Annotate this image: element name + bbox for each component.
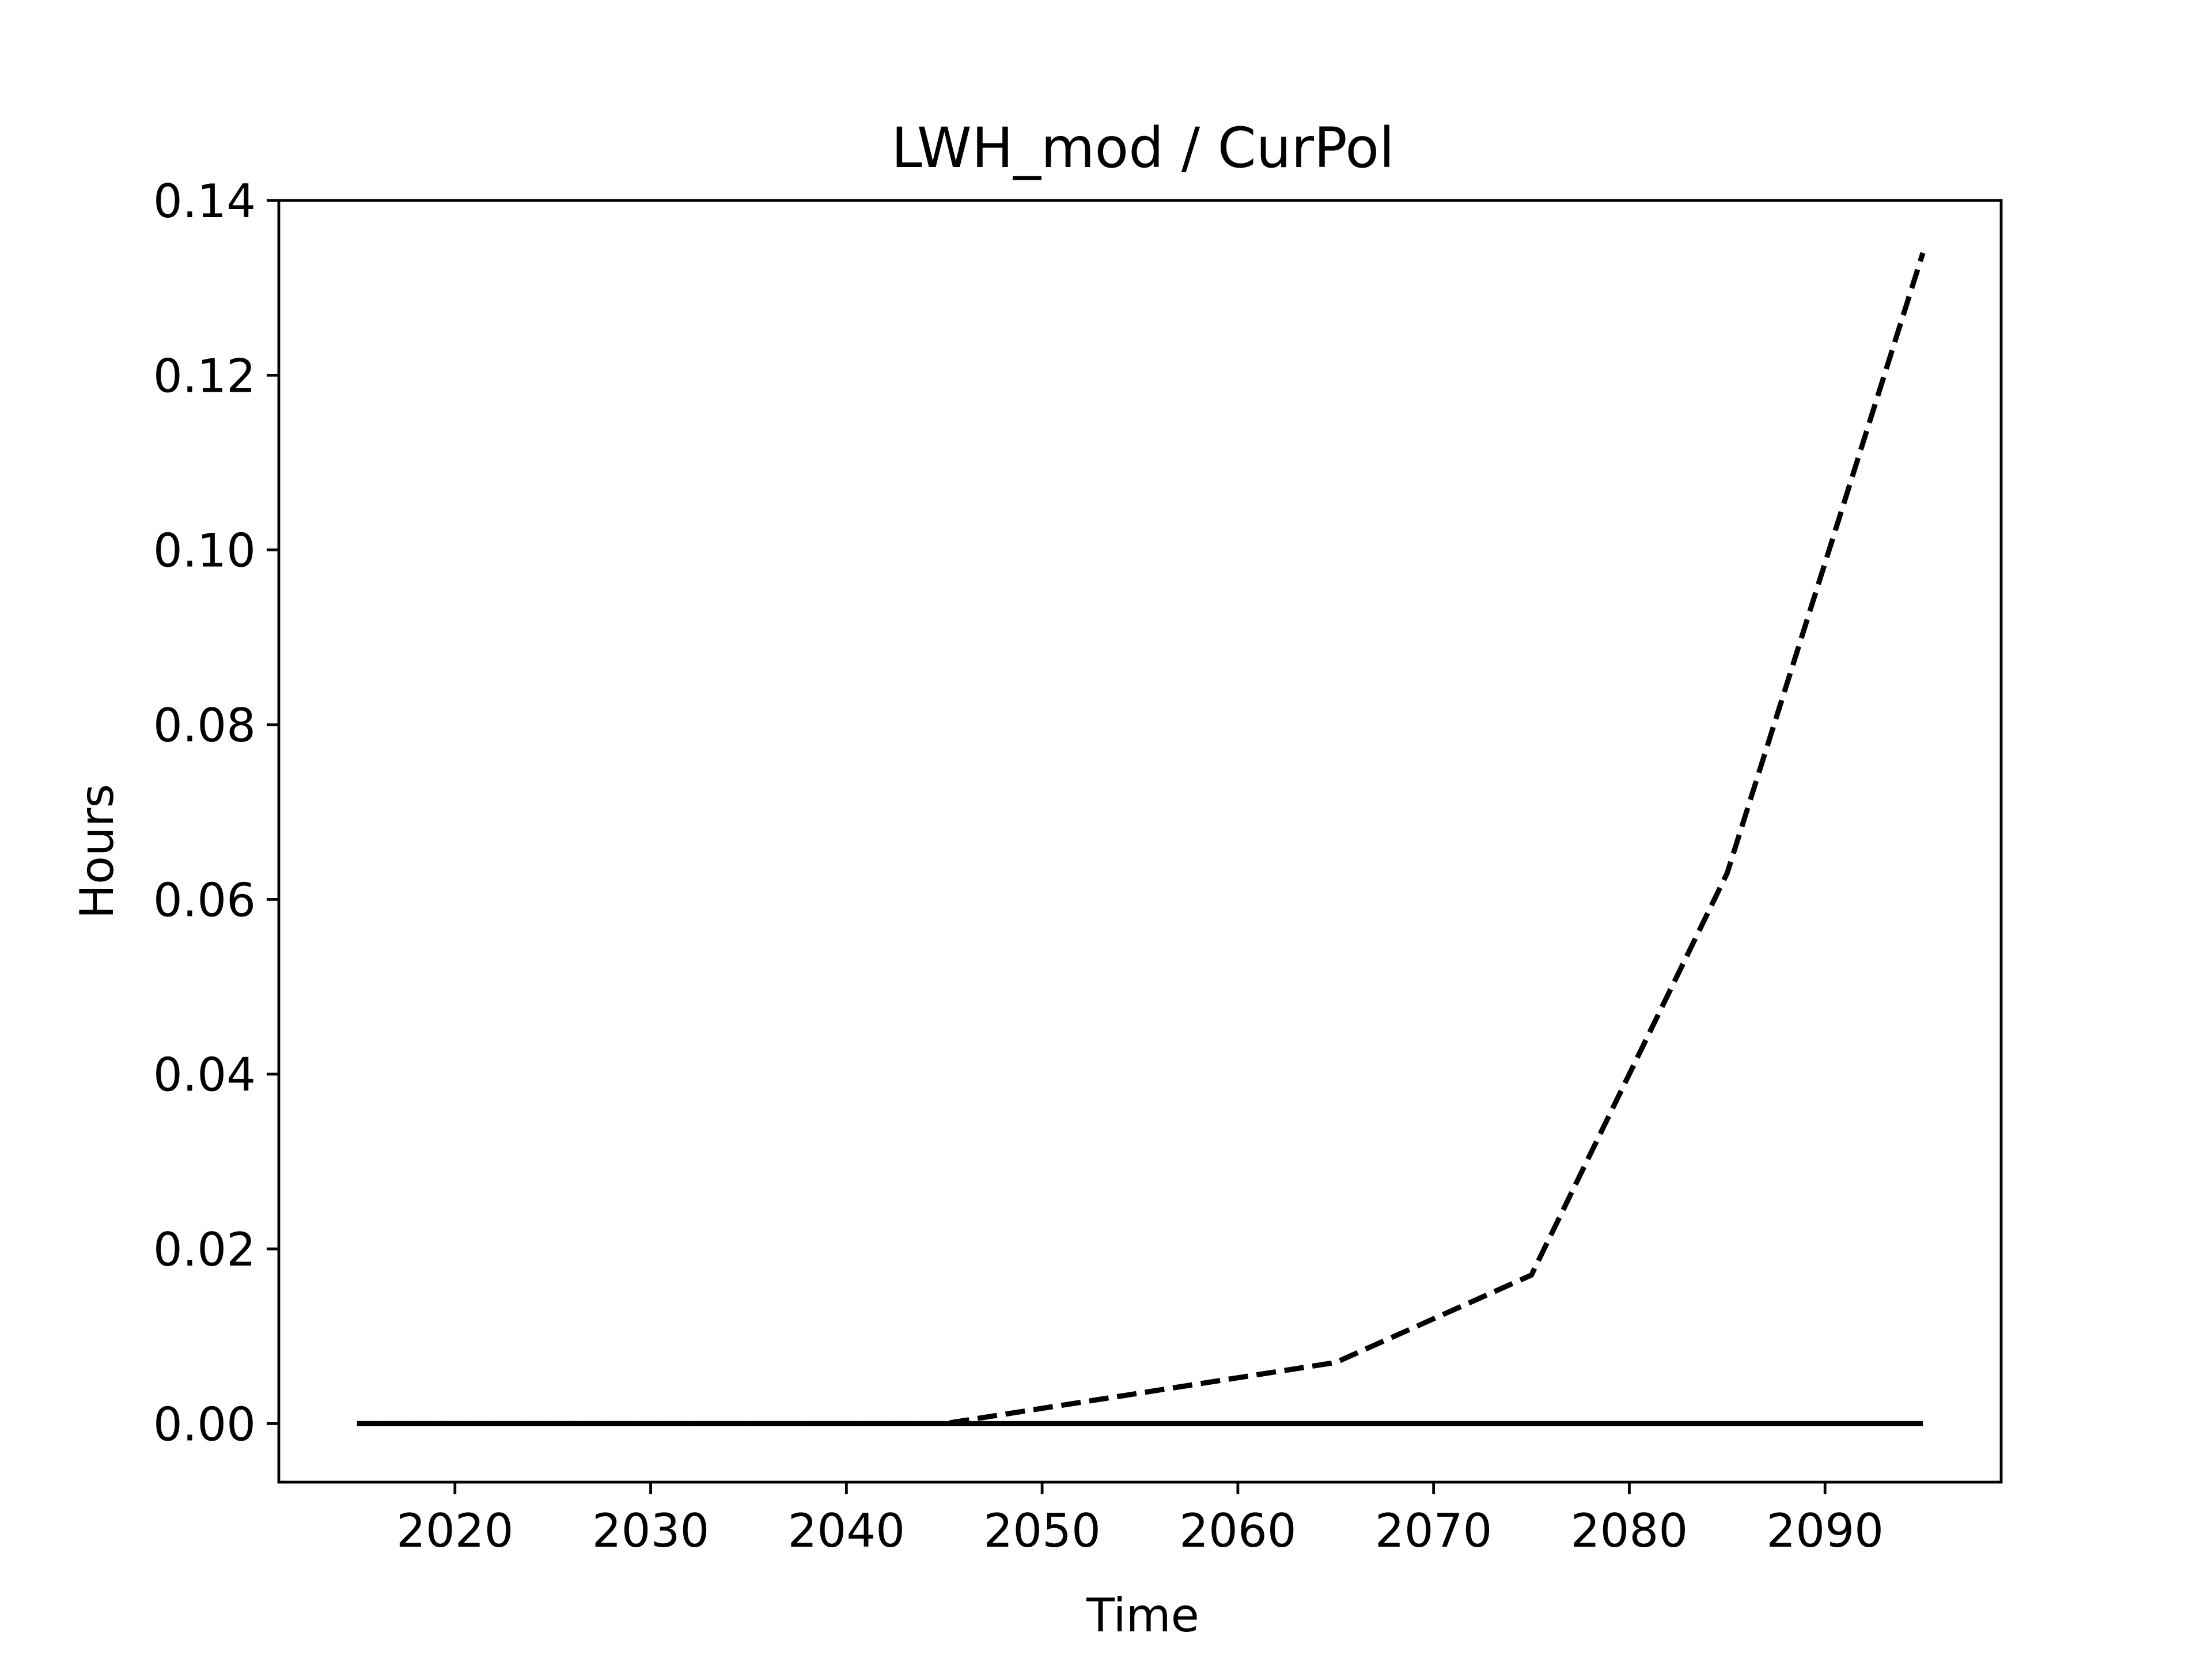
- x-axis-ticks: 2020 2030 2040 2050 2060 2070 2080 2090: [396, 1482, 1884, 1558]
- x-tick-label: 2030: [592, 1504, 710, 1558]
- y-tick-label: 0.12: [153, 349, 256, 403]
- y-tick-label: 0.14: [153, 175, 256, 228]
- x-tick-label: 2060: [1179, 1504, 1297, 1558]
- x-tick-label: 2050: [983, 1504, 1101, 1558]
- y-tick-label: 0.06: [153, 873, 256, 927]
- x-tick-label: 2080: [1571, 1504, 1688, 1558]
- plot-area-frame: [277, 199, 2003, 1484]
- series-layer: [357, 252, 1926, 1426]
- x-axis-label: Time: [1086, 1589, 1199, 1642]
- y-axis-label: Hours: [70, 784, 124, 919]
- y-tick-label: 0.08: [153, 699, 256, 752]
- y-tick-label: 0.02: [153, 1223, 256, 1277]
- x-tick-label: 2040: [788, 1504, 906, 1558]
- y-tick-label: 0.10: [153, 524, 256, 578]
- chart-title: LWH_mod / CurPol: [891, 116, 1395, 180]
- y-axis-ticks: 0.00 0.02 0.04 0.06 0.08 0.10 0.12 0.14: [153, 175, 279, 1451]
- x-tick-label: 2090: [1766, 1504, 1884, 1558]
- y-tick-label: 0.00: [153, 1397, 256, 1451]
- x-tick-label: 2070: [1375, 1504, 1493, 1558]
- x-tick-label: 2020: [396, 1504, 514, 1558]
- y-tick-label: 0.04: [153, 1048, 256, 1102]
